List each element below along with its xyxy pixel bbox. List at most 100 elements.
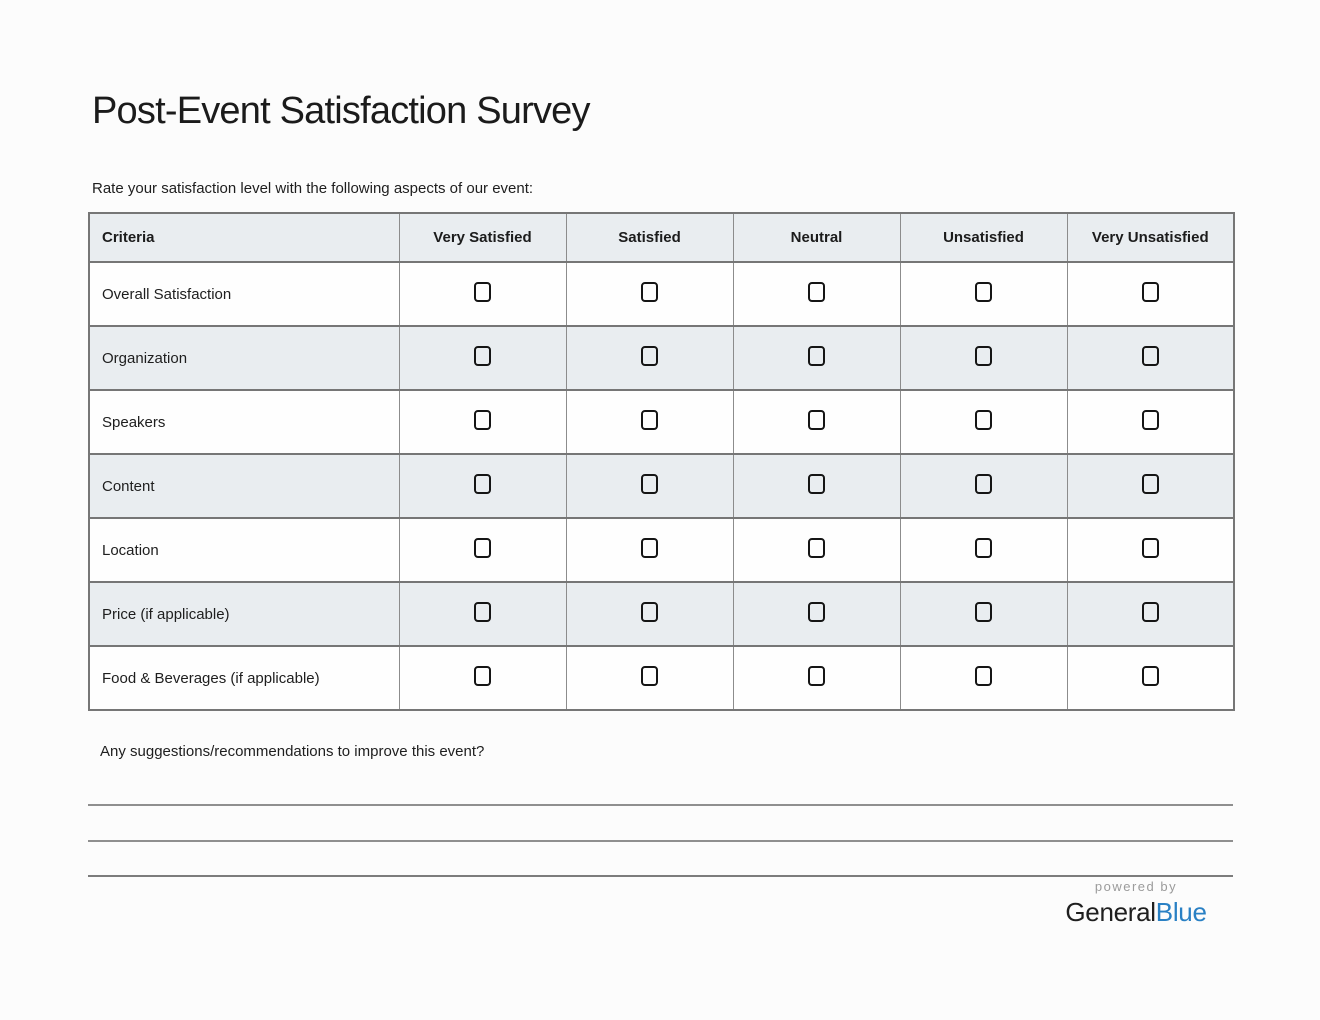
checkbox-cell (732, 325, 901, 391)
table-row: Speakers (88, 389, 1235, 455)
checkbox[interactable] (474, 409, 491, 430)
checkbox[interactable] (641, 409, 658, 430)
checkbox[interactable] (975, 281, 992, 302)
checkbox-cell (899, 389, 1068, 455)
checkbox[interactable] (474, 281, 491, 302)
row-label: Location (88, 517, 400, 583)
checkbox-cell (899, 325, 1068, 391)
checkbox-cell (565, 389, 734, 455)
checkbox[interactable] (808, 409, 825, 430)
checkbox-cell (565, 645, 734, 711)
col-header-very-unsatisfied: Very Unsatisfied (1066, 212, 1235, 263)
table-header-row: Criteria Very Satisfied Satisfied Neutra… (88, 212, 1235, 263)
checkbox-cell (398, 517, 567, 583)
checkbox[interactable] (641, 473, 658, 494)
checkbox[interactable] (975, 601, 992, 622)
checkbox-cell (899, 453, 1068, 519)
checkbox-cell (565, 325, 734, 391)
checkbox[interactable] (808, 537, 825, 558)
checkbox[interactable] (1141, 409, 1159, 430)
page-title: Post-Event Satisfaction Survey (92, 90, 590, 132)
brand-blue-text: Blue (1155, 897, 1207, 927)
powered-by-text: powered by (1094, 879, 1178, 894)
checkbox-cell (899, 581, 1068, 647)
checkbox-cell (1066, 517, 1235, 583)
answer-line (88, 875, 1233, 877)
table-row: Overall Satisfaction (88, 261, 1235, 327)
checkbox-cell (565, 581, 734, 647)
answer-line (88, 840, 1233, 842)
checkbox[interactable] (808, 665, 825, 686)
checkbox[interactable] (641, 345, 658, 366)
checkbox-cell (398, 261, 567, 327)
row-label: Speakers (88, 389, 400, 455)
suggestions-prompt: Any suggestions/recommendations to impro… (100, 743, 485, 760)
checkbox-cell (1066, 261, 1235, 327)
checkbox-cell (732, 453, 901, 519)
row-label: Overall Satisfaction (88, 261, 400, 327)
checkbox[interactable] (975, 537, 992, 558)
checkbox[interactable] (975, 345, 992, 366)
table-row: Location (88, 517, 1235, 583)
checkbox-cell (398, 645, 567, 711)
checkbox[interactable] (1141, 601, 1159, 622)
col-header-very-satisfied: Very Satisfied (398, 212, 567, 263)
table-row: Food & Beverages (if applicable) (88, 645, 1235, 711)
checkbox-cell (732, 389, 901, 455)
checkbox-cell (1066, 645, 1235, 711)
checkbox-cell (899, 645, 1068, 711)
checkbox-cell (732, 645, 901, 711)
checkbox[interactable] (474, 537, 491, 558)
checkbox[interactable] (975, 409, 992, 430)
checkbox[interactable] (975, 665, 992, 686)
checkbox[interactable] (808, 345, 825, 366)
answer-line (88, 804, 1233, 806)
checkbox[interactable] (641, 281, 658, 302)
satisfaction-table: Criteria Very Satisfied Satisfied Neutra… (88, 212, 1235, 711)
checkbox-cell (732, 581, 901, 647)
col-header-unsatisfied: Unsatisfied (899, 212, 1068, 263)
checkbox[interactable] (474, 473, 491, 494)
checkbox-cell (565, 261, 734, 327)
checkbox[interactable] (808, 601, 825, 622)
checkbox-cell (398, 453, 567, 519)
checkbox[interactable] (641, 665, 658, 686)
instruction-text: Rate your satisfaction level with the fo… (92, 180, 534, 197)
table-row: Price (if applicable) (88, 581, 1235, 647)
row-label: Price (if applicable) (88, 581, 400, 647)
checkbox-cell (1066, 325, 1235, 391)
powered-by-footer: powered by GeneralBlue (1050, 879, 1222, 928)
checkbox-cell (732, 517, 901, 583)
checkbox[interactable] (1141, 665, 1159, 686)
checkbox[interactable] (474, 345, 491, 366)
checkbox-cell (1066, 453, 1235, 519)
checkbox[interactable] (641, 601, 658, 622)
checkbox[interactable] (474, 601, 491, 622)
checkbox[interactable] (808, 281, 825, 302)
table-row: Content (88, 453, 1235, 519)
checkbox[interactable] (975, 473, 992, 494)
col-header-satisfied: Satisfied (565, 212, 734, 263)
checkbox-cell (1066, 389, 1235, 455)
checkbox-cell (1066, 581, 1235, 647)
general-blue-logo: GeneralBlue (1050, 897, 1222, 928)
checkbox[interactable] (641, 537, 658, 558)
col-header-neutral: Neutral (732, 212, 901, 263)
checkbox[interactable] (1141, 345, 1159, 366)
checkbox-cell (565, 517, 734, 583)
checkbox-cell (398, 325, 567, 391)
checkbox-cell (899, 517, 1068, 583)
checkbox[interactable] (474, 665, 491, 686)
col-header-criteria: Criteria (88, 212, 400, 263)
checkbox-cell (398, 389, 567, 455)
checkbox-cell (565, 453, 734, 519)
checkbox[interactable] (1141, 473, 1159, 494)
table-row: Organization (88, 325, 1235, 391)
checkbox-cell (899, 261, 1068, 327)
checkbox[interactable] (808, 473, 825, 494)
checkbox[interactable] (1141, 281, 1159, 302)
row-label: Organization (88, 325, 400, 391)
checkbox-cell (398, 581, 567, 647)
checkbox[interactable] (1141, 537, 1159, 558)
